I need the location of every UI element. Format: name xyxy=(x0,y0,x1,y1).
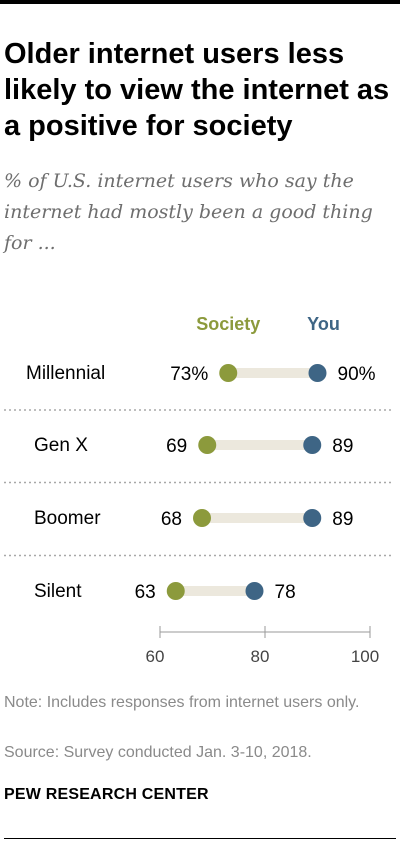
x-tick-label-80: 80 xyxy=(251,647,270,666)
row-label-millennial: Millennial xyxy=(26,363,105,384)
connector-boomer xyxy=(202,513,313,523)
value-you-silent: 78 xyxy=(275,582,296,603)
connector-millennial xyxy=(228,368,318,378)
note-text: Note: Includes responses from internet u… xyxy=(4,694,360,711)
top-rule xyxy=(0,0,400,4)
legend-society: Society xyxy=(196,314,260,334)
dot-you-boomer xyxy=(303,509,322,527)
bottom-rule xyxy=(4,838,396,839)
x-tick-label-60: 60 xyxy=(146,647,165,666)
value-society-gen-x: 69 xyxy=(166,436,187,457)
dot-society-silent xyxy=(166,582,185,600)
dot-plot-chart: Society You Millennial 73% 90% Gen X 69 89 Boome… xyxy=(4,314,394,666)
brand-logo-text: PEW RESEARCH CENTER xyxy=(4,786,209,803)
dot-you-gen-x xyxy=(303,436,322,454)
dot-society-boomer xyxy=(193,509,211,527)
legend-you: You xyxy=(307,314,340,334)
connector-silent xyxy=(175,586,255,596)
value-society-millennial: 73% xyxy=(170,364,208,385)
row-label-boomer: Boomer xyxy=(34,508,101,529)
value-society-silent: 63 xyxy=(135,582,156,603)
dot-you-millennial xyxy=(308,364,327,382)
chart-title: Older internet users less likely to view… xyxy=(4,38,390,142)
row-label-silent: Silent xyxy=(34,581,82,602)
x-tick-label-100: 100 xyxy=(351,647,379,666)
dot-society-gen-x xyxy=(198,436,217,454)
value-you-boomer: 89 xyxy=(332,509,353,530)
connector-gen-x xyxy=(207,440,313,450)
dot-you-silent xyxy=(245,582,264,600)
dot-society-millennial xyxy=(219,364,238,382)
value-society-boomer: 68 xyxy=(161,509,182,530)
source-text: Source: Survey conducted Jan. 3-10, 2018… xyxy=(4,744,312,761)
value-you-gen-x: 89 xyxy=(332,436,353,457)
chart-subtitle: % of U.S. internet users who say the int… xyxy=(4,170,373,254)
value-you-millennial: 90% xyxy=(338,364,376,385)
row-label-gen-x: Gen X xyxy=(34,435,88,456)
